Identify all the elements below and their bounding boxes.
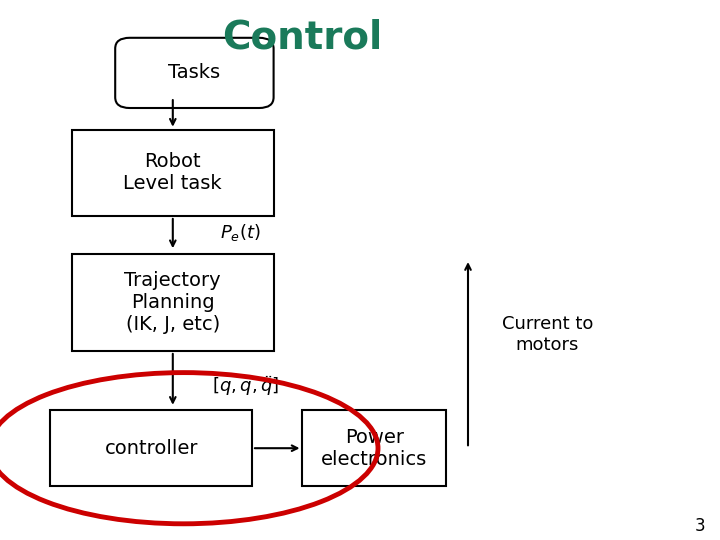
FancyBboxPatch shape [72,254,274,351]
Text: Control: Control [222,19,382,57]
FancyBboxPatch shape [302,410,446,486]
Text: 3: 3 [695,517,706,535]
Text: Current to
motors: Current to motors [502,315,593,354]
Text: Power
electronics: Power electronics [321,428,428,469]
FancyBboxPatch shape [115,38,274,108]
Text: controller: controller [104,438,198,458]
FancyBboxPatch shape [50,410,252,486]
Text: Tasks: Tasks [168,63,220,83]
Text: $P_e(t)$: $P_e(t)$ [220,222,260,242]
FancyBboxPatch shape [72,130,274,216]
Text: $[q, \dot{q}, \ddot{q}]$: $[q, \dot{q}, \ddot{q}]$ [212,374,279,398]
Text: Trajectory
Planning
(IK, J, etc): Trajectory Planning (IK, J, etc) [125,271,221,334]
Text: Robot
Level task: Robot Level task [124,152,222,193]
